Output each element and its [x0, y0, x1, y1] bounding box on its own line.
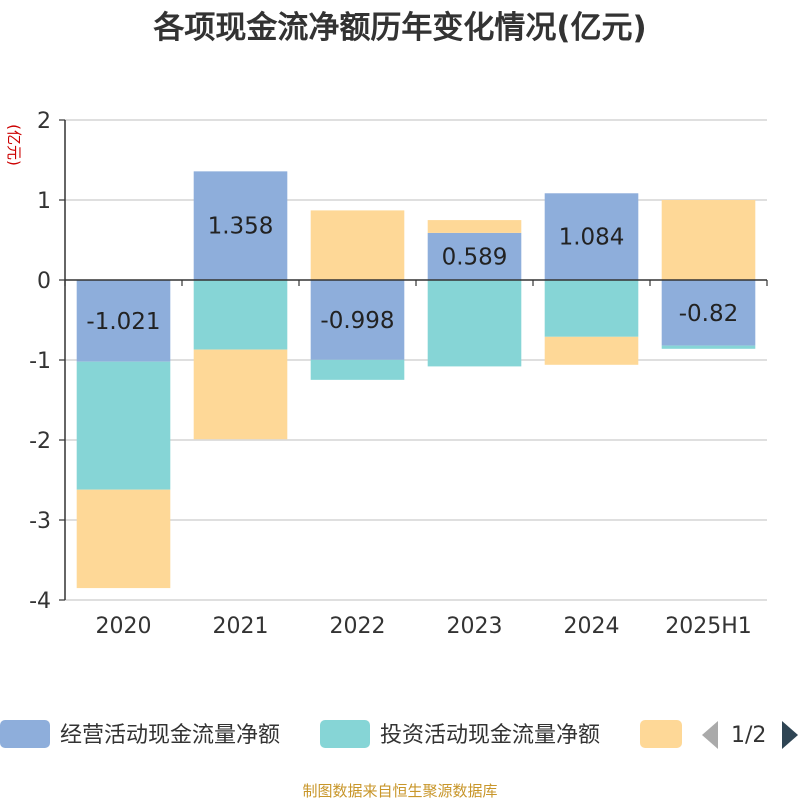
bar-investing [661, 345, 756, 349]
bar-investing [544, 280, 639, 337]
legend-next-page-icon[interactable] [782, 721, 798, 749]
legend-prev-page-icon[interactable] [702, 721, 718, 749]
bar-investing [193, 280, 288, 350]
legend-swatch-investing[interactable] [320, 720, 370, 748]
bar-financing [427, 220, 522, 233]
bar-financing [544, 336, 639, 365]
bars [76, 171, 756, 589]
data-label: -1.021 [86, 309, 160, 335]
bar-financing [661, 200, 756, 280]
bar-operating [544, 193, 639, 280]
bar-financing [193, 349, 288, 440]
y-tick-label: 0 [37, 269, 51, 294]
legend-swatch-operating[interactable] [0, 720, 50, 748]
legend: 经营活动现金流量净额 投资活动现金流量净额 1/2 [0, 720, 798, 749]
data-label: 1.084 [559, 225, 625, 251]
x-tick-label: 2022 [330, 614, 386, 639]
bar-operating [76, 280, 171, 362]
legend-swatch-financing[interactable] [640, 720, 682, 748]
x-tick-label: 2021 [213, 614, 269, 639]
y-tick-label: 1 [37, 189, 51, 214]
data-label: 1.358 [208, 214, 274, 240]
y-tick-label: -3 [29, 509, 51, 534]
x-tick-label: 2020 [96, 614, 152, 639]
y-tick-label: -4 [29, 589, 51, 614]
x-tick-label: 2025H1 [665, 614, 752, 639]
y-tick-label: -2 [29, 429, 51, 454]
bar-investing [427, 280, 522, 367]
legend-label-investing[interactable]: 投资活动现金流量净额 [380, 723, 600, 748]
y-tick-label: 2 [37, 109, 51, 134]
bar-financing [310, 210, 405, 280]
axes [64, 120, 768, 600]
data-label: 0.589 [442, 244, 508, 270]
data-label: -0.998 [320, 308, 394, 334]
bar-financing [76, 489, 171, 589]
y-tick-label: -1 [29, 349, 51, 374]
x-tick-label: 2023 [447, 614, 503, 639]
data-labels: -1.021 1.358 -0.998 0.589 1.084 -0.82 [86, 214, 738, 335]
footer-source: 制图数据来自恒生聚源数据库 [302, 782, 497, 800]
bar-operating [427, 232, 522, 280]
grid-lines [59, 119, 767, 601]
legend-page-indicator: 1/2 [731, 723, 766, 748]
x-tick-label: 2024 [564, 614, 620, 639]
bar-investing [310, 359, 405, 380]
tick-labels: 2 1 0 -1 -2 -3 -4 2020 2021 2022 2023 2024 2025H1 [29, 109, 752, 639]
y-axis-unit: (亿元) [5, 124, 23, 166]
bar-investing [76, 361, 171, 490]
data-label: -0.82 [679, 301, 739, 327]
chart-title: 各项现金流净额历年变化情况(亿元) [152, 10, 646, 46]
bar-operating [661, 280, 756, 346]
legend-label-operating[interactable]: 经营活动现金流量净额 [60, 723, 280, 748]
bar-operating [310, 280, 405, 360]
bar-operating [193, 171, 288, 280]
